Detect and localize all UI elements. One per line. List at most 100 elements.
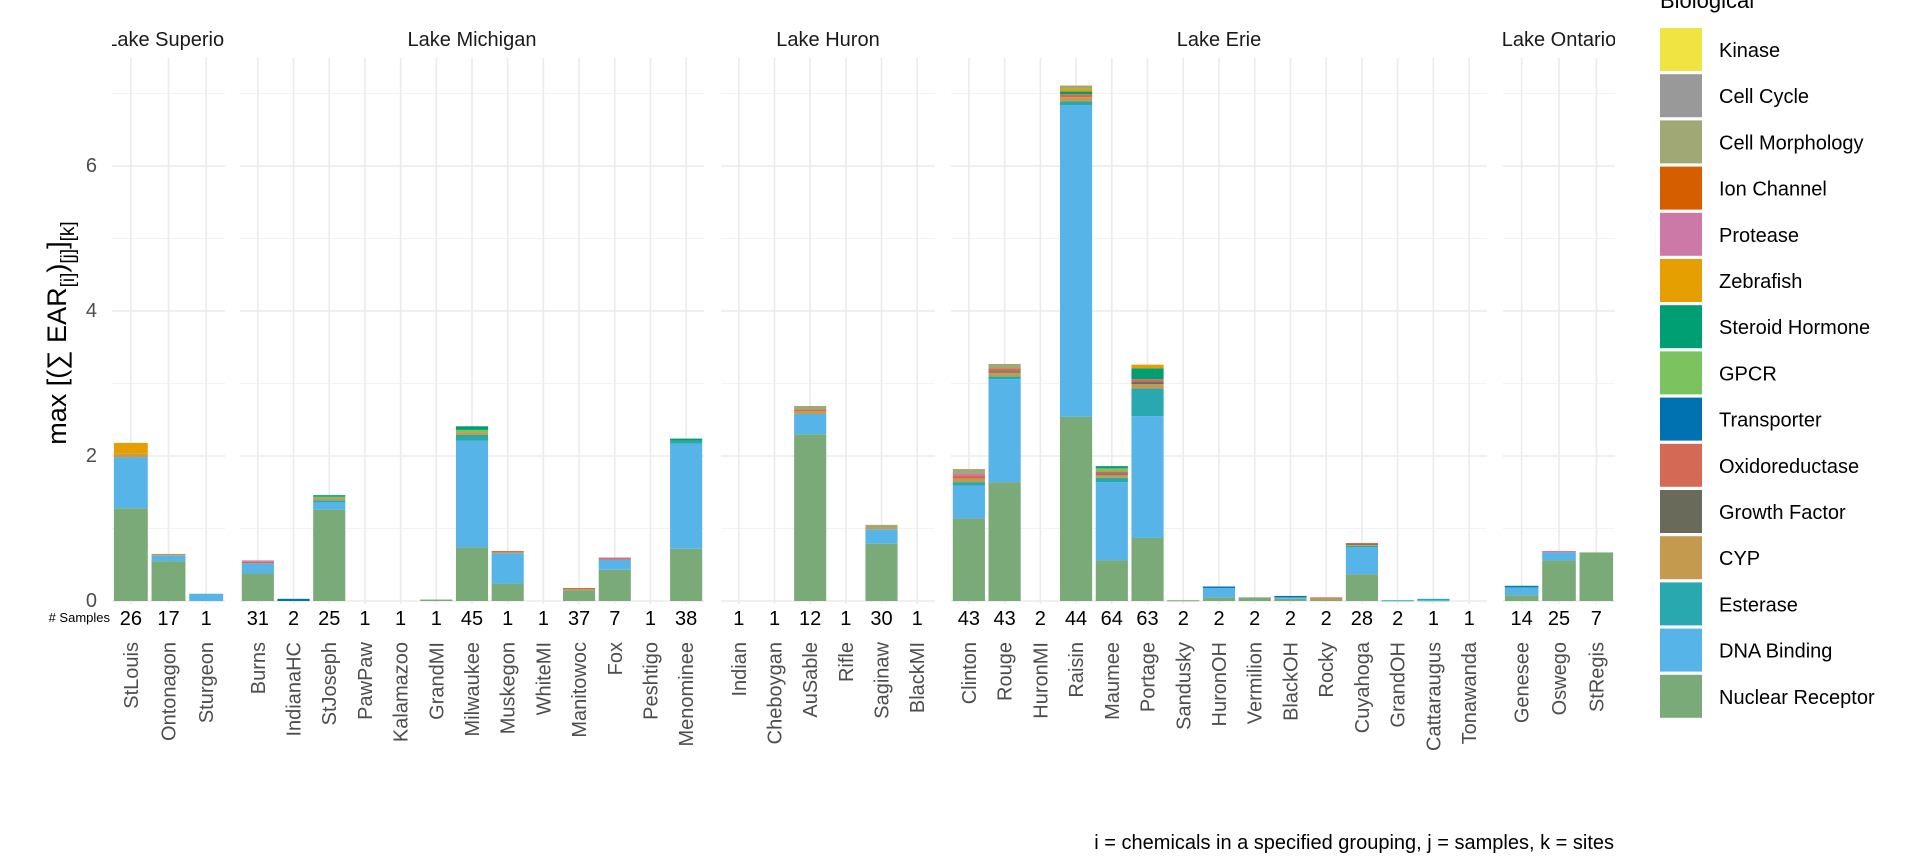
- bar-segment: [455, 547, 489, 601]
- bar-segment: [313, 498, 346, 501]
- panel-title: Lake Michigan: [408, 29, 537, 51]
- bar-segment: [988, 482, 1021, 601]
- y-tick-label: 6: [86, 155, 97, 177]
- bar-segment: [1542, 550, 1576, 553]
- bar-segment: [491, 550, 524, 552]
- x-tick-label: Burns: [248, 642, 270, 694]
- x-tick-label: Rouge: [995, 642, 1017, 701]
- y-axis-label-part: EAR: [42, 287, 72, 343]
- bar-segment: [1504, 585, 1539, 587]
- x-tick-label: WhiteMI: [533, 642, 555, 715]
- legend-swatch: [1660, 536, 1702, 580]
- panel-title: Lake Huron: [776, 29, 879, 51]
- legend-swatch: [1660, 490, 1702, 533]
- bar-segment: [1345, 543, 1379, 545]
- bar-segment: [1202, 586, 1236, 588]
- bar-segment: [241, 560, 274, 562]
- x-tick-label: StJoseph: [319, 642, 341, 725]
- sample-count: 25: [318, 608, 340, 630]
- legend-label: Zebrafish: [1719, 271, 1802, 293]
- x-tick-label: Kalamazoo: [391, 642, 413, 742]
- bar-segment: [1059, 97, 1093, 102]
- legend-swatch: [1660, 628, 1702, 672]
- x-tick-label: HuronMI: [1030, 642, 1052, 719]
- bar-segment: [1310, 598, 1343, 600]
- bar-segment: [988, 376, 1021, 380]
- legend-label: Ion Channel: [1719, 179, 1827, 201]
- panel-title: Lake Superior: [106, 29, 231, 51]
- sample-count: 1: [912, 608, 923, 630]
- bar-segment: [1059, 101, 1093, 106]
- bar-segment: [277, 598, 310, 601]
- y-axis-label-part: ]: [42, 241, 72, 249]
- bar-segment: [988, 363, 1021, 369]
- bar-segment: [1274, 597, 1307, 599]
- bar-segment: [455, 440, 489, 548]
- sample-count: 2: [1392, 608, 1403, 630]
- x-tick-label: Vermilion: [1245, 642, 1267, 724]
- bar-segment: [1167, 600, 1200, 602]
- x-tick-label: Genesee: [1512, 642, 1534, 723]
- bar-segment: [598, 558, 631, 560]
- bar-segment: [1542, 560, 1576, 601]
- bar-segment: [1095, 477, 1128, 483]
- bar-segment: [455, 426, 489, 430]
- bar-segment: [563, 587, 596, 589]
- bar-segment: [794, 434, 827, 601]
- sample-count: 43: [993, 608, 1015, 630]
- bar-segment: [598, 569, 631, 601]
- sample-count: 31: [247, 608, 269, 630]
- bar-segment: [1202, 587, 1236, 598]
- legend-label: Cell Cycle: [1719, 86, 1809, 108]
- bar-segment: [865, 543, 898, 601]
- x-tick-label: Muskegon: [498, 642, 520, 734]
- x-tick-label: StRegis: [1586, 642, 1608, 712]
- bar-segment: [1095, 482, 1128, 561]
- sample-count: 1: [359, 608, 370, 630]
- bar-segment: [1202, 597, 1236, 601]
- bar-segment: [1095, 471, 1128, 474]
- sample-count: 2: [1321, 608, 1332, 630]
- y-axis-label-part: [42, 343, 72, 351]
- bar-segment: [151, 553, 186, 556]
- sample-count: 1: [645, 608, 656, 630]
- x-tick-label: Cattaraugus: [1423, 642, 1445, 751]
- sample-count: 1: [840, 608, 851, 630]
- sample-count: 1: [502, 608, 513, 630]
- legend-label: Transporter: [1719, 410, 1822, 432]
- bar-segment: [952, 473, 985, 476]
- x-tick-label: Tonawanda: [1459, 641, 1481, 744]
- sample-count: 1: [733, 608, 744, 630]
- x-tick-label: Menominee: [676, 642, 698, 747]
- x-tick-label: Rifle: [836, 642, 858, 682]
- bar-segment: [952, 518, 985, 601]
- x-tick-label: AuSable: [800, 642, 822, 718]
- bar-segment: [151, 561, 186, 601]
- x-tick-label: BlackOH: [1280, 642, 1302, 721]
- sample-count: 2: [1285, 608, 1296, 630]
- y-tick-label: 0: [86, 590, 97, 612]
- x-tick-label: Indian: [729, 642, 751, 697]
- sample-count: 2: [1249, 608, 1260, 630]
- bar-segment: [1095, 474, 1128, 478]
- x-tick-label: Sandusky: [1173, 642, 1195, 730]
- bar-segment: [1274, 598, 1307, 601]
- bar-segment: [598, 557, 631, 559]
- bar-segment: [113, 442, 148, 454]
- x-tick-label: HuronOH: [1209, 642, 1231, 726]
- legend-label: GPCR: [1719, 363, 1777, 385]
- bar-segment: [988, 379, 1021, 483]
- legend-swatch: [1660, 120, 1702, 164]
- bar-segment: [1417, 598, 1450, 601]
- sample-count: 1: [1464, 608, 1475, 630]
- legend-label: Oxidoreductase: [1719, 456, 1859, 478]
- bar-segment: [1131, 537, 1164, 601]
- bar-segment: [1417, 600, 1450, 602]
- panel-lake-erie: Lake Erie 43 Clinton 43 Rouge 2 HuronMI 44 Raisi…: [951, 29, 1487, 751]
- sample-count: 2: [1035, 608, 1046, 630]
- bar-segment: [670, 443, 703, 549]
- bar-segment: [1131, 388, 1164, 417]
- sample-count: 64: [1101, 608, 1123, 630]
- bar-segment: [988, 368, 1021, 372]
